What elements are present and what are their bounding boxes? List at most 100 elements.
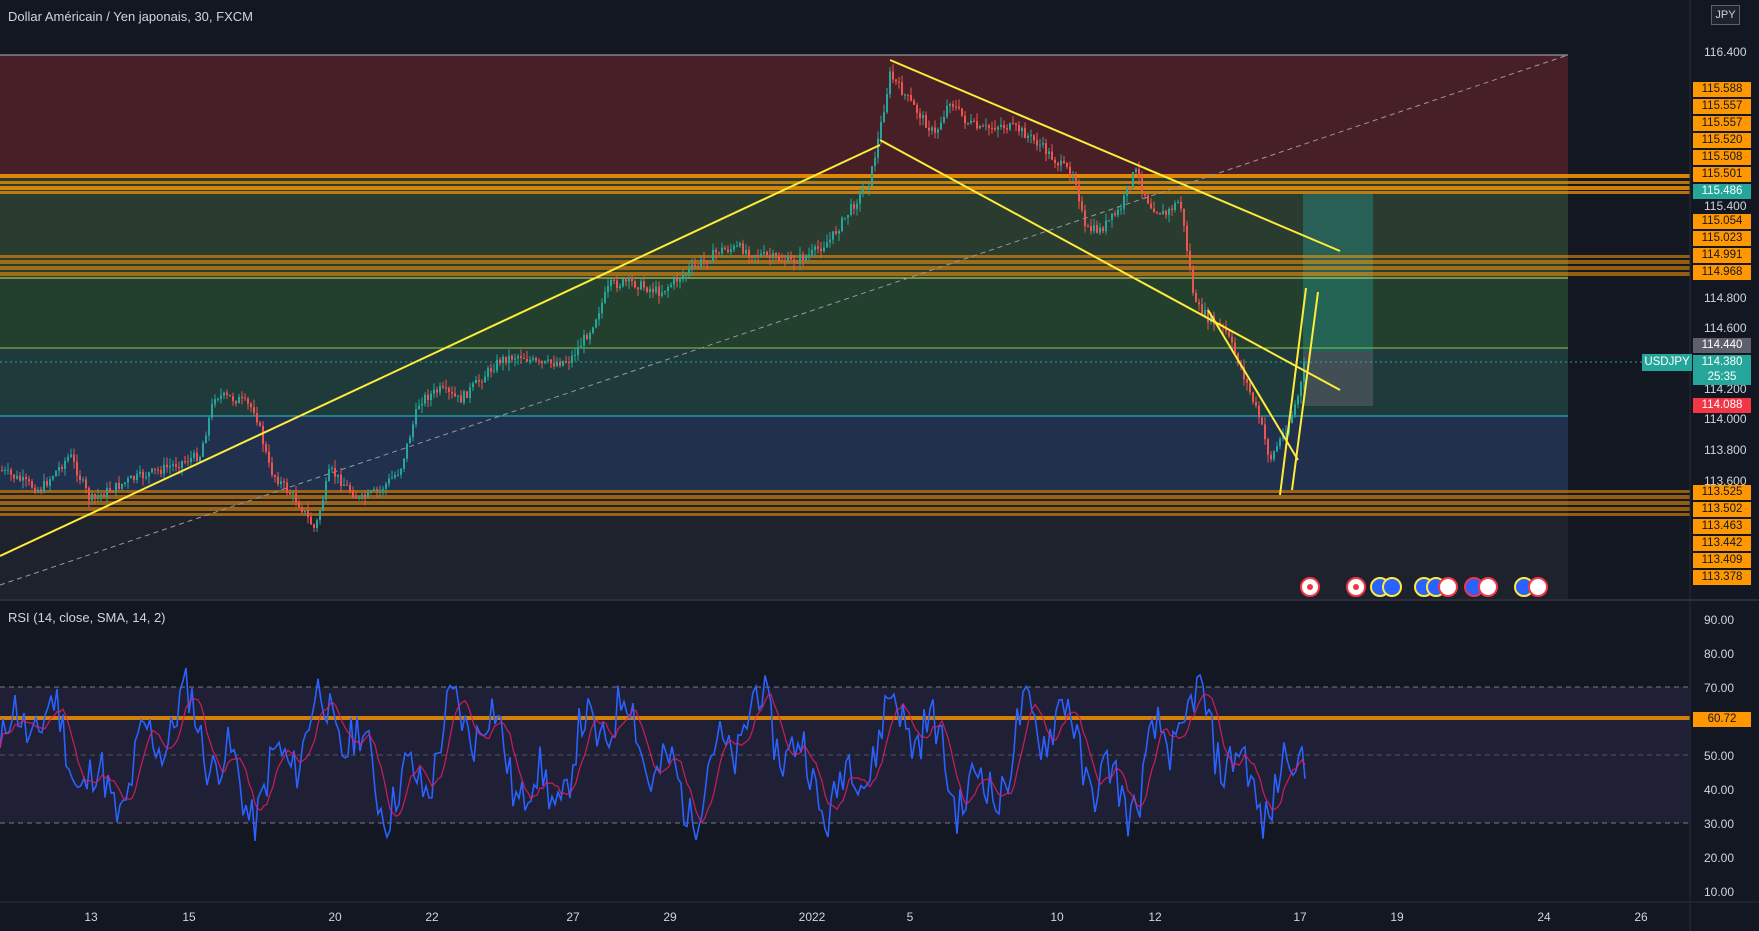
candle-body <box>868 185 870 190</box>
candle-body <box>1030 135 1032 137</box>
candle-body <box>1291 414 1293 423</box>
candle-body <box>985 125 987 127</box>
candle-body <box>640 281 642 290</box>
candle-body <box>1270 454 1272 460</box>
time-tick: 15 <box>182 910 196 924</box>
candle-body <box>661 292 663 296</box>
candle-body <box>592 327 594 333</box>
candle-body <box>52 476 54 480</box>
candle-body <box>601 302 603 314</box>
candle-body <box>325 481 327 500</box>
candle-body <box>895 79 897 82</box>
candle-body <box>214 399 216 405</box>
candle-body <box>220 395 222 399</box>
candle-body <box>1015 123 1017 126</box>
candle-body <box>1258 405 1260 418</box>
candle-body <box>1021 127 1023 132</box>
price-level-badge: 115.054 <box>1693 214 1751 229</box>
candle-body <box>1231 336 1233 343</box>
candle-body <box>751 256 753 258</box>
symbol-title[interactable]: Dollar Américain / Yen japonais, 30, FXC… <box>8 9 253 24</box>
candle-body <box>328 469 330 482</box>
candle-body <box>1129 187 1131 189</box>
candle-body <box>274 475 276 477</box>
candle-body <box>91 494 93 501</box>
candle-body <box>196 452 198 462</box>
orange-bands-lower <box>0 490 1690 516</box>
rsi-tick: 20.00 <box>1704 851 1735 865</box>
candle-body <box>409 437 411 444</box>
rsi-indicator-label[interactable]: RSI (14, close, SMA, 14, 2) <box>8 610 166 625</box>
candle-body <box>913 100 915 105</box>
price-tick: 115.400 <box>1704 199 1747 213</box>
candle-body <box>1018 125 1020 132</box>
candle-body <box>658 286 660 296</box>
candle-body <box>100 494 102 496</box>
candle-body <box>589 332 591 340</box>
candle-body <box>766 251 768 256</box>
price-tick: 113.600 <box>1704 474 1747 488</box>
candle-body <box>886 93 888 113</box>
rsi-tick: 70.00 <box>1704 681 1735 695</box>
currency-tag[interactable]: JPY <box>1711 5 1740 25</box>
candle-body <box>490 368 492 372</box>
candle-body <box>112 491 114 493</box>
candle-body <box>769 255 771 258</box>
time-tick: 2022 <box>798 910 826 924</box>
candle-body <box>811 249 813 255</box>
candle-body <box>361 494 363 497</box>
candle-body <box>976 121 978 129</box>
candle-body <box>331 467 333 470</box>
candle-body <box>805 255 807 261</box>
candle-body <box>1099 227 1101 233</box>
candle-body <box>451 391 453 394</box>
price-level-badge: 113.442 <box>1693 536 1751 551</box>
candle-body <box>991 127 993 129</box>
bar-countdown: 25:35 <box>1693 370 1751 385</box>
candle-body <box>871 166 873 186</box>
candle-body <box>193 452 195 458</box>
candle-body <box>460 395 462 403</box>
candle-body <box>574 355 576 357</box>
candle-body <box>346 484 348 486</box>
candle-body <box>535 357 537 361</box>
candle-body <box>4 469 6 471</box>
candle-body <box>796 262 798 264</box>
orange-bands-upper <box>0 174 1690 194</box>
candle-body <box>532 357 534 360</box>
candle-body <box>496 359 498 371</box>
candle-body <box>469 387 471 398</box>
candle-body <box>1300 381 1302 397</box>
candle-body <box>1138 168 1140 178</box>
price-level-badge: 113.502 <box>1693 502 1751 517</box>
rsi-value-badge: 60.72 <box>1693 712 1751 727</box>
candle-body <box>307 510 309 517</box>
candle-body <box>370 490 372 492</box>
candle-body <box>1273 451 1275 460</box>
price-level-badge: 115.557 <box>1693 116 1751 131</box>
candle-body <box>745 249 747 254</box>
candle-body <box>1174 203 1176 211</box>
candle-body <box>646 287 648 292</box>
candle-body <box>925 115 927 128</box>
candle-body <box>388 478 390 484</box>
candle-body <box>508 355 510 363</box>
candle-body <box>1294 404 1296 415</box>
last-price-symbol-tag[interactable]: USDJPY <box>1642 354 1692 371</box>
candle-body <box>997 126 999 130</box>
candle-body <box>1276 446 1278 452</box>
candle-body <box>280 481 282 484</box>
candle-body <box>340 474 342 486</box>
candle-body <box>445 387 447 389</box>
candle-body <box>610 279 612 286</box>
candle-body <box>13 474 15 479</box>
candle-body <box>988 125 990 128</box>
candle-body <box>163 464 165 474</box>
candle-body <box>628 277 630 282</box>
candle-body <box>667 286 669 291</box>
candle-body <box>739 243 741 246</box>
candle-body <box>1123 195 1125 209</box>
candle-body <box>217 398 219 400</box>
